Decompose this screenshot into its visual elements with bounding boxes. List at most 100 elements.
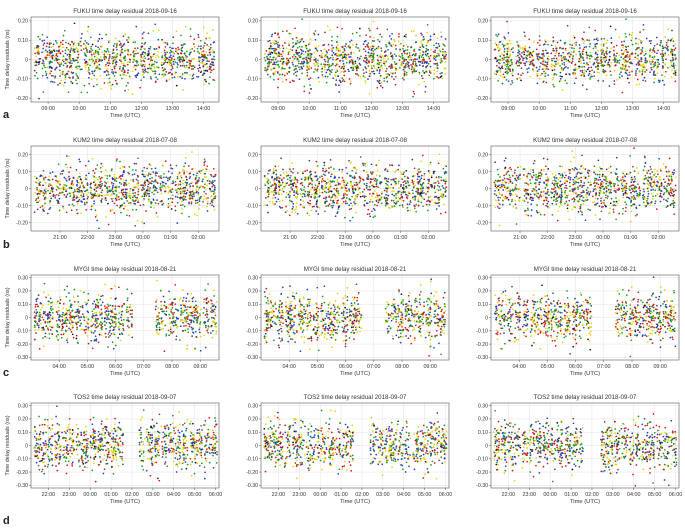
scatter-point: [334, 176, 336, 178]
scatter-point: [282, 190, 285, 193]
scatter-point: [132, 61, 134, 63]
scatter-point: [297, 62, 300, 65]
scatter-point: [46, 66, 49, 69]
scatter-point: [108, 39, 111, 42]
scatter-point: [544, 40, 547, 43]
scatter-point: [75, 194, 78, 197]
scatter-point: [657, 49, 659, 52]
scatter-point: [512, 69, 514, 72]
scatter-point: [341, 56, 344, 58]
scatter-point: [69, 54, 72, 57]
scatter-point: [299, 192, 302, 195]
scatter-point: [298, 54, 300, 57]
scatter-point: [41, 51, 43, 54]
scatter-point: [324, 180, 327, 183]
scatter-point: [199, 197, 202, 200]
scatter-point: [148, 163, 151, 166]
scatter-point: [336, 35, 339, 38]
scatter-point: [135, 76, 138, 78]
scatter-point: [581, 71, 584, 73]
scatter-point: [72, 197, 75, 199]
scatter-point: [441, 42, 444, 45]
scatter-point: [444, 38, 447, 40]
scatter-point: [121, 203, 124, 206]
scatter-point: [108, 185, 111, 188]
scatter-point: [564, 47, 567, 50]
scatter-point: [516, 78, 519, 80]
scatter-point: [370, 49, 373, 51]
scatter-point: [355, 172, 357, 174]
scatter-point: [561, 59, 563, 62]
scatter-point: [345, 56, 347, 59]
scatter-point: [364, 40, 367, 42]
scatter-point: [592, 47, 595, 50]
scatter-point: [666, 41, 669, 44]
scatter-point: [359, 177, 362, 180]
scatter-point: [84, 66, 87, 69]
scatter-point: [426, 31, 429, 34]
scatter-point: [189, 73, 192, 76]
scatter-point: [317, 76, 320, 79]
scatter-point: [542, 52, 545, 55]
scatter-point: [264, 53, 266, 55]
scatter-point: [498, 62, 501, 65]
scatter-point: [43, 178, 45, 181]
scatter-point: [141, 187, 144, 189]
scatter-point: [316, 196, 318, 199]
scatter-point: [618, 76, 621, 79]
scatter-point: [182, 89, 184, 91]
y-tick-label: -0.20: [16, 220, 28, 226]
scatter-point: [162, 181, 165, 184]
scatter-point: [661, 45, 664, 48]
scatter-point: [300, 61, 303, 63]
scatter-point: [65, 188, 68, 191]
scatter-point: [427, 40, 430, 42]
scatter-point: [606, 39, 609, 42]
scatter-point: [58, 182, 60, 185]
scatter-point: [57, 84, 59, 86]
scatter-point: [137, 193, 140, 196]
scatter-point: [78, 198, 81, 201]
scatter-point: [570, 62, 573, 64]
scatter-point: [134, 194, 136, 197]
scatter-point: [656, 65, 659, 68]
scatter-point: [292, 206, 294, 208]
scatter-point: [637, 62, 640, 64]
scatter-point: [661, 74, 663, 76]
scatter-point: [188, 177, 191, 180]
scatter-point: [291, 178, 294, 181]
scatter-point: [204, 78, 206, 81]
scatter-point: [110, 189, 113, 192]
scatter-point: [444, 55, 447, 58]
scatter-point: [141, 51, 144, 54]
scatter-point: [93, 62, 96, 65]
scatter-point: [270, 47, 272, 50]
scatter-point: [406, 60, 409, 63]
scatter-point: [387, 48, 389, 51]
scatter-point: [408, 52, 411, 54]
y-tick-label: 0.10: [18, 169, 28, 175]
scatter-point: [265, 50, 268, 52]
scatter-point: [341, 177, 344, 179]
scatter-point: [327, 171, 330, 174]
scatter-point: [345, 54, 348, 56]
scatter-point: [97, 193, 99, 196]
scatter-point: [639, 31, 641, 33]
scatter-point: [70, 46, 73, 49]
scatter-point: [149, 164, 152, 167]
scatter-point: [148, 188, 151, 191]
scatter-point: [644, 50, 647, 53]
scatter-point: [292, 45, 295, 47]
scatter-point: [330, 64, 333, 67]
scatter-point: [99, 166, 102, 169]
scatter-point: [64, 81, 66, 84]
scatter-point: [663, 83, 666, 86]
scatter-point: [393, 40, 396, 43]
scatter-point: [172, 180, 174, 182]
scatter-point: [171, 188, 174, 191]
scatter-point: [127, 82, 129, 84]
scatter-point: [170, 57, 173, 59]
scatter-point: [624, 32, 627, 35]
scatter-point: [652, 74, 655, 76]
scatter-point: [197, 193, 200, 196]
